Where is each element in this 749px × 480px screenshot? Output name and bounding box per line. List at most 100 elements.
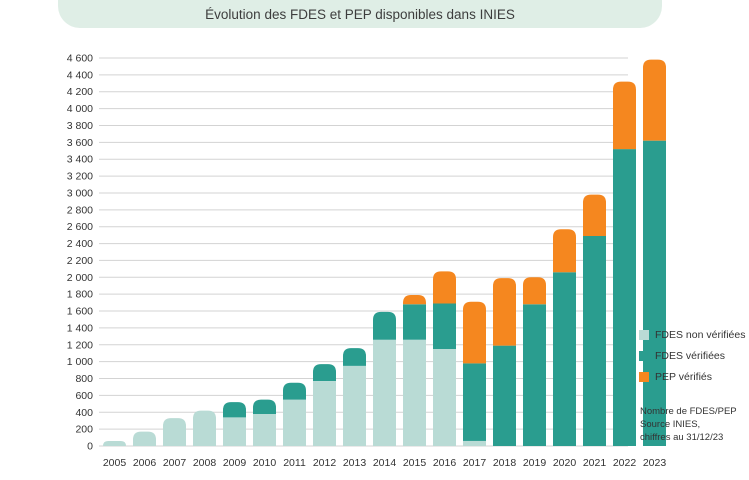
y-tick-label: 3 000 — [67, 187, 93, 199]
legend-label: FDES vérifiées — [655, 350, 726, 362]
legend-swatch — [639, 330, 649, 340]
bar-segment — [583, 194, 606, 236]
bar-segment — [463, 363, 486, 441]
y-tick-label: 4 600 — [67, 53, 93, 65]
legend-item-fdes-non-verifiees: FDES non vérifiées — [639, 326, 745, 344]
legend-item-fdes-verifiees: FDES vérifiées — [639, 347, 745, 365]
bar-segment — [523, 304, 546, 446]
x-tick-label: 2022 — [613, 457, 637, 469]
x-tick-label: 2023 — [643, 457, 667, 469]
bar-segment — [253, 399, 276, 414]
x-tick-label: 2017 — [463, 457, 487, 469]
y-tick-label: 3 200 — [67, 171, 93, 183]
y-tick-label: 2 200 — [67, 255, 93, 267]
bar-segment — [313, 364, 336, 382]
bar-segment — [283, 399, 306, 446]
x-tick-label: 2011 — [283, 457, 306, 469]
y-tick-label: 3 600 — [67, 137, 93, 149]
bars — [103, 59, 666, 447]
x-tick-label: 2008 — [193, 457, 217, 469]
bar-segment — [403, 339, 426, 446]
y-tick-label: 2 600 — [67, 221, 93, 233]
x-tick-label: 2007 — [163, 457, 187, 469]
bar-segment — [223, 402, 246, 418]
y-tick-label: 4 200 — [67, 86, 93, 98]
bar-segment — [433, 271, 456, 304]
x-tick-label: 2005 — [103, 457, 127, 469]
bar-segment — [583, 235, 606, 446]
y-tick-label: 2 800 — [67, 204, 93, 216]
x-tick-label: 2016 — [433, 457, 457, 469]
note-line: Source INIES, — [640, 419, 701, 430]
bar-segment — [133, 431, 156, 446]
y-tick-label: 4 000 — [67, 103, 93, 115]
y-tick-label: 800 — [75, 373, 93, 385]
bar-segment — [223, 417, 246, 446]
chart-title: Évolution des FDES et PEP disponibles da… — [205, 7, 515, 22]
bar-segment — [433, 349, 456, 446]
y-tick-label: 1 400 — [67, 322, 93, 334]
x-tick-label: 2014 — [373, 457, 397, 469]
bar-segment — [493, 278, 516, 346]
bar-segment — [253, 413, 276, 446]
x-tick-label: 2018 — [493, 457, 517, 469]
bar-segment — [163, 418, 186, 446]
legend-item-pep-verifies: PEP vérifiés — [639, 368, 745, 386]
bar-segment — [433, 303, 456, 349]
x-tick-label: 2009 — [223, 457, 247, 469]
x-tick-label: 2015 — [403, 457, 427, 469]
bar-segment — [283, 382, 306, 400]
bar-segment — [553, 272, 576, 446]
note-line: Nombre de FDES/PEP — [640, 406, 737, 417]
note-line: chiffres au 31/12/23 — [640, 432, 724, 443]
y-tick-label: 600 — [75, 390, 93, 402]
legend-swatch — [639, 372, 649, 382]
x-tick-label: 2013 — [343, 457, 367, 469]
x-tick-label: 2012 — [313, 457, 337, 469]
y-tick-label: 4 400 — [67, 69, 93, 81]
legend: FDES non vérifiées FDES vérifiées PEP vé… — [639, 326, 745, 389]
source-note: Nombre de FDES/PEP Source INIES, chiffre… — [640, 405, 748, 444]
bar-segment — [463, 440, 486, 446]
x-tick-label: 2021 — [583, 457, 607, 469]
y-tick-label: 200 — [75, 424, 93, 436]
bar-segment — [403, 304, 426, 340]
bar-segment — [643, 59, 666, 141]
legend-label: PEP vérifiés — [655, 371, 712, 383]
bar-segment — [313, 381, 336, 446]
bar-segment — [553, 229, 576, 273]
bar-segment — [403, 295, 426, 305]
bar-segment — [373, 311, 396, 340]
bar-segment — [463, 301, 486, 364]
bar-segment — [523, 277, 546, 305]
y-tick-label: 3 800 — [67, 120, 93, 132]
y-axis-ticks: 0 200 400 600 800 1 000 1 200 1 400 1 600 1 800 2 … — [67, 53, 93, 453]
x-tick-label: 2010 — [253, 457, 277, 469]
bar-segment — [193, 410, 216, 446]
y-tick-label: 0 — [87, 441, 93, 453]
y-tick-label: 1 800 — [67, 289, 93, 301]
y-tick-label: 1 200 — [67, 339, 93, 351]
bar-segment — [613, 81, 636, 150]
bar-segment — [493, 345, 516, 446]
legend-label: FDES non vérifiées — [655, 329, 746, 341]
x-tick-label: 2019 — [523, 457, 547, 469]
x-axis-ticks: 2005 2006 2007 2008 2009 2010 2011 2012 2013 2014… — [103, 457, 667, 469]
x-tick-label: 2020 — [553, 457, 577, 469]
bar-segment — [103, 440, 126, 446]
y-tick-label: 3 400 — [67, 154, 93, 166]
legend-swatch — [639, 351, 649, 361]
bar-segment — [643, 140, 666, 446]
bar-segment — [373, 339, 396, 446]
y-tick-label: 1 000 — [67, 356, 93, 368]
y-tick-label: 2 400 — [67, 238, 93, 250]
bar-segment — [613, 149, 636, 447]
y-tick-label: 400 — [75, 407, 93, 419]
bar-segment — [343, 365, 366, 446]
x-tick-label: 2006 — [133, 457, 157, 469]
title-banner — [58, 0, 662, 28]
bar-segment — [343, 348, 366, 366]
y-tick-label: 2 000 — [67, 272, 93, 284]
y-tick-label: 1 600 — [67, 306, 93, 318]
